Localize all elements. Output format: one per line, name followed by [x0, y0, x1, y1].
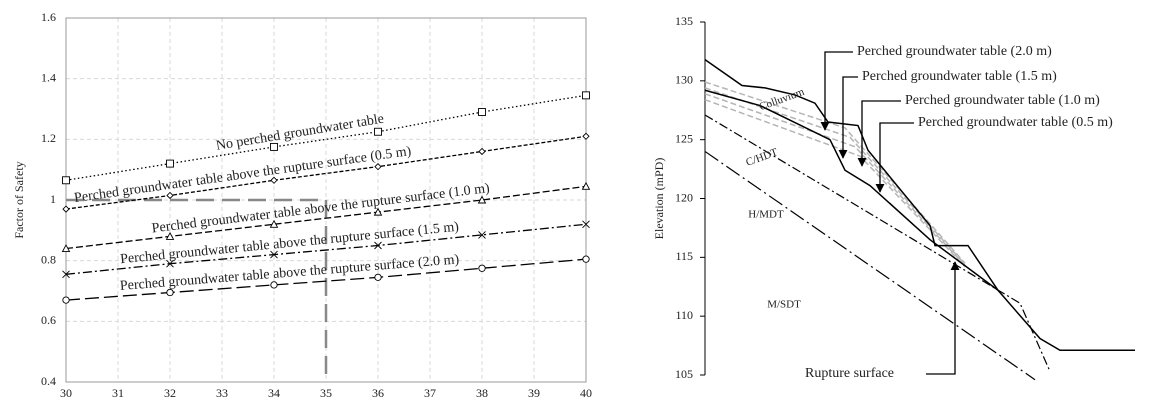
marker [582, 132, 590, 140]
x-tick-label: 31 [112, 386, 124, 400]
marker [269, 219, 279, 228]
x-tick-label: 38 [476, 386, 488, 400]
profile-line [704, 59, 1135, 352]
region-label: Colluvium [758, 86, 807, 114]
marker [62, 205, 70, 213]
series-line [65, 185, 587, 250]
y-tick-label: 110 [675, 308, 693, 322]
marker [166, 259, 174, 268]
marker [270, 176, 278, 184]
series-line [65, 223, 587, 275]
marker [374, 127, 382, 136]
region-label: M/SDT [767, 299, 801, 311]
marker [62, 296, 70, 304]
marker [270, 250, 278, 259]
y-tick-label: 135 [675, 14, 693, 28]
y-tick-label: 0.6 [41, 313, 56, 327]
marker [582, 91, 590, 100]
region-label: C/HDT [744, 146, 779, 169]
x-tick-label: 39 [528, 386, 540, 400]
y-axis-title: Elevation (mPD) [652, 158, 666, 240]
y-tick-label: 120 [675, 190, 693, 204]
marker [270, 281, 278, 289]
marker [373, 207, 383, 216]
arrow [875, 122, 914, 193]
series-label: No perched groundwater table [215, 112, 385, 154]
y-tick-label: 1 [50, 192, 56, 206]
marker [582, 255, 590, 263]
y-tick-label: 105 [675, 367, 693, 381]
arrow [857, 100, 901, 167]
x-tick-label: 37 [424, 386, 436, 400]
x-tick-label: 36 [372, 386, 384, 400]
arrow [926, 261, 960, 375]
y-axis-title: Factor of Safety [12, 161, 26, 238]
y-tick-label: 0.8 [41, 252, 56, 266]
marker [270, 142, 278, 151]
marker [166, 159, 174, 168]
arrow [838, 76, 858, 159]
rupture-surface [704, 89, 999, 291]
x-tick-label: 32 [164, 386, 176, 400]
marker [582, 220, 590, 229]
y-tick-label: 125 [675, 131, 693, 145]
water-table [704, 98, 966, 268]
arrow [820, 51, 853, 131]
marker [62, 270, 70, 279]
x-tick-label: 35 [320, 386, 332, 400]
y-tick-label: 1.4 [41, 70, 56, 84]
marker [61, 244, 71, 252]
marker [374, 273, 382, 281]
y-tick-label: 0.4 [41, 374, 56, 388]
marker [374, 241, 382, 250]
annotation: Perched groundwater table (1.5 m) [862, 69, 1057, 84]
annotation: Perched groundwater table (2.0 m) [857, 44, 1052, 59]
marker [478, 231, 486, 239]
x-tick-label: 34 [268, 386, 280, 400]
marker [62, 176, 70, 185]
y-tick-label: 1.2 [41, 131, 56, 145]
marker [166, 288, 174, 297]
x-tick-label: 40 [580, 386, 592, 400]
series-line [65, 135, 587, 210]
marker [166, 191, 174, 200]
y-tick-label: 130 [675, 73, 693, 87]
reference-line [66, 198, 328, 382]
y-tick-label: 115 [675, 249, 693, 263]
series-line [65, 258, 587, 301]
profile-line [704, 114, 1051, 372]
x-tick-label: 30 [60, 386, 72, 400]
annotation: Perched groundwater table (1.0 m) [905, 93, 1100, 108]
water-table [704, 81, 966, 264]
marker [478, 264, 486, 272]
marker [478, 108, 486, 116]
x-tick-label: 33 [216, 386, 228, 400]
region-label: H/MDT [748, 209, 784, 221]
marker [478, 147, 486, 156]
annotation: Perched groundwater table (0.5 m) [918, 115, 1113, 130]
marker [477, 195, 487, 204]
annotation: Rupture surface [805, 366, 894, 381]
water-table [704, 87, 966, 265]
marker [581, 181, 591, 190]
marker [374, 162, 382, 171]
marker [165, 231, 175, 240]
profile-line [704, 150, 1036, 381]
y-tick-label: 1.6 [41, 10, 56, 24]
